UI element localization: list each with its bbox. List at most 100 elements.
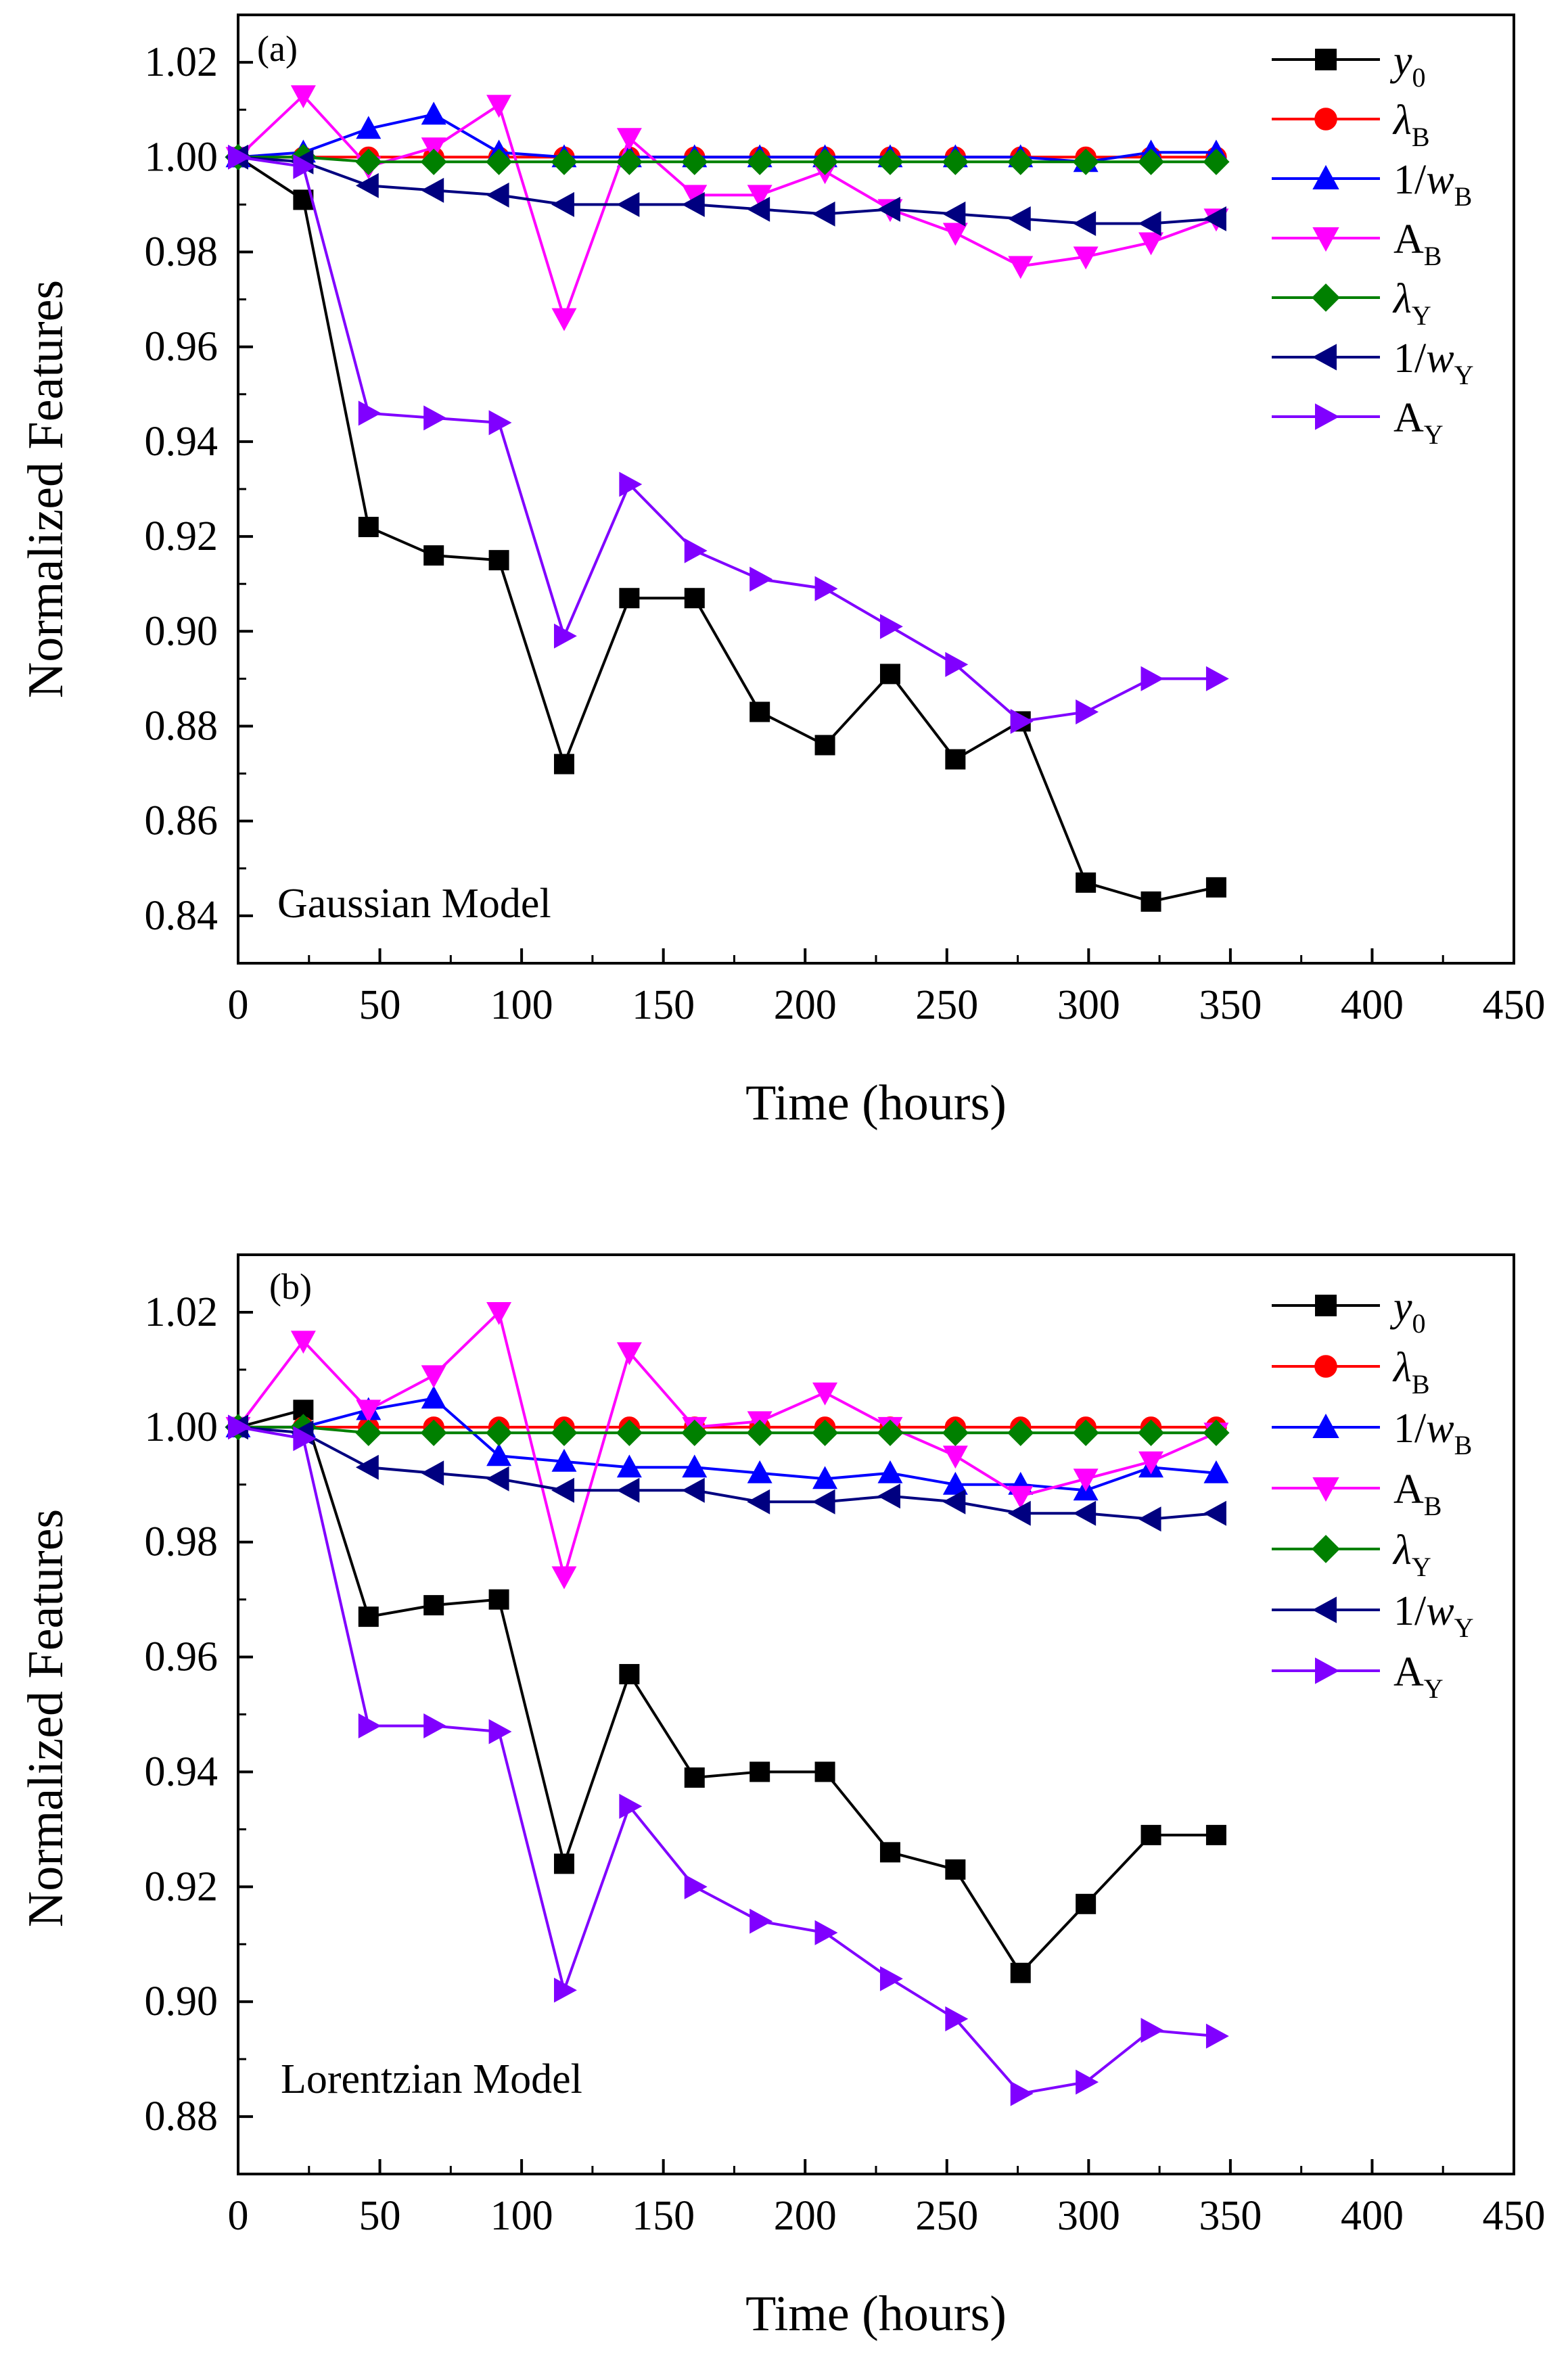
data-point <box>747 1460 773 1483</box>
data-point <box>1007 206 1031 231</box>
data-point <box>355 1454 379 1480</box>
legend-label: 1/wY <box>1393 336 1473 390</box>
data-point <box>879 614 903 639</box>
data-point <box>423 545 444 566</box>
legend-entry: 1/wB <box>1272 1406 1472 1460</box>
data-point <box>945 749 966 770</box>
legend-label: 1/wB <box>1393 1406 1472 1460</box>
data-point <box>1072 1419 1099 1446</box>
data-point <box>423 1595 444 1616</box>
x-tick-label: 400 <box>1341 2193 1404 2239</box>
data-point <box>421 1365 446 1389</box>
data-point <box>619 1793 643 1819</box>
data-point <box>616 1477 640 1503</box>
data-point <box>1203 148 1230 175</box>
legend-marker <box>1312 1477 1339 1502</box>
legend-marker <box>1315 403 1340 430</box>
chart-panel-b: 0 50 100 150 200 250 300 350 400 450 0.88 0.90 0.92… <box>18 1253 1546 2342</box>
series-a-5 <box>225 144 1226 236</box>
data-point <box>684 1874 708 1899</box>
data-point <box>551 191 574 217</box>
data-point <box>355 172 379 198</box>
data-point <box>1137 1419 1165 1446</box>
x-tick-label: 150 <box>632 2193 695 2239</box>
data-point <box>356 116 382 139</box>
data-point <box>355 148 382 175</box>
y-tick-label: 0.92 <box>145 513 218 559</box>
data-point <box>877 1483 900 1509</box>
y-axis-title-a: Normalized Features <box>18 280 74 699</box>
data-point <box>553 1853 574 1874</box>
x-axis-title-a: Time (hours) <box>745 1076 1007 1131</box>
data-point <box>551 1566 577 1590</box>
x-tick-label: 0 <box>228 982 249 1028</box>
data-point <box>1205 1824 1226 1845</box>
data-point <box>358 1606 379 1627</box>
model-label-a: Gaussian Model <box>277 881 551 927</box>
y-tick-label: 0.98 <box>145 1519 218 1565</box>
x-tick-label: 150 <box>632 982 695 1028</box>
data-point <box>1138 1451 1164 1475</box>
series-b-6 <box>228 1414 1229 2106</box>
x-tick-label: 300 <box>1057 2193 1120 2239</box>
legend-entry: λB <box>1272 1345 1430 1400</box>
data-point <box>879 1966 903 1991</box>
data-point <box>616 1342 642 1366</box>
legend-label: λB <box>1392 1345 1430 1400</box>
data-point <box>746 1419 773 1446</box>
data-point <box>1205 877 1226 898</box>
y-axis-b: 0.88 0.90 0.92 0.94 0.96 0.98 1.00 1.02 <box>145 1289 253 2140</box>
data-point <box>1138 232 1164 256</box>
data-point <box>1140 666 1164 691</box>
series-b-3 <box>225 1301 1229 1590</box>
series-line <box>237 156 1217 903</box>
series-b-5 <box>225 1414 1226 1532</box>
data-point <box>681 191 705 217</box>
data-point <box>1076 1893 1097 1914</box>
data-point <box>1073 210 1097 236</box>
series-line <box>238 1425 1216 1435</box>
panel-label-b: (b) <box>269 1266 312 1307</box>
y-tick-label: 1.02 <box>145 1289 218 1335</box>
x-tick-label: 350 <box>1199 982 1262 1028</box>
data-point <box>488 550 509 571</box>
data-point <box>684 588 705 609</box>
legend-marker <box>1312 1413 1339 1438</box>
series-line <box>237 113 1216 164</box>
legend-label: 1/wB <box>1393 157 1472 212</box>
data-point <box>1010 1962 1031 1983</box>
y-tick-label: 0.98 <box>145 229 218 275</box>
data-point <box>423 405 447 431</box>
x-tick-label: 250 <box>915 982 978 1028</box>
data-point <box>488 1719 512 1744</box>
data-point <box>1007 1500 1031 1526</box>
data-point <box>942 1489 966 1515</box>
data-point <box>290 1331 316 1354</box>
data-point <box>1138 210 1161 236</box>
data-point <box>879 1842 900 1863</box>
legend-entry: λY <box>1272 276 1431 331</box>
data-point <box>421 1385 446 1409</box>
x-tick-label: 100 <box>490 982 553 1028</box>
x-tick-label: 450 <box>1483 982 1546 1028</box>
legend-marker <box>1312 283 1340 312</box>
legend-b: y0 λB 1/wB AB λY 1/wY AY <box>1272 1284 1473 1704</box>
data-point <box>420 1419 447 1446</box>
x-tick-label: 350 <box>1199 2193 1262 2239</box>
data-point <box>1072 148 1099 175</box>
series-group-b <box>225 1301 1230 2106</box>
data-point <box>616 1419 643 1446</box>
data-point <box>945 1859 966 1880</box>
y-axis-title-b: Normalized Features <box>18 1509 74 1928</box>
legend-marker <box>1315 49 1337 70</box>
y-tick-label: 0.92 <box>145 1864 218 1910</box>
legend-label: AB <box>1393 216 1442 271</box>
x-tick-label: 0 <box>228 2193 249 2239</box>
x-tick-label: 50 <box>359 982 401 1028</box>
data-point <box>814 1920 838 1945</box>
data-point <box>681 1477 705 1503</box>
data-point <box>1008 1485 1034 1509</box>
data-point <box>619 1664 640 1685</box>
data-point <box>486 95 512 118</box>
series-line <box>237 156 1216 723</box>
